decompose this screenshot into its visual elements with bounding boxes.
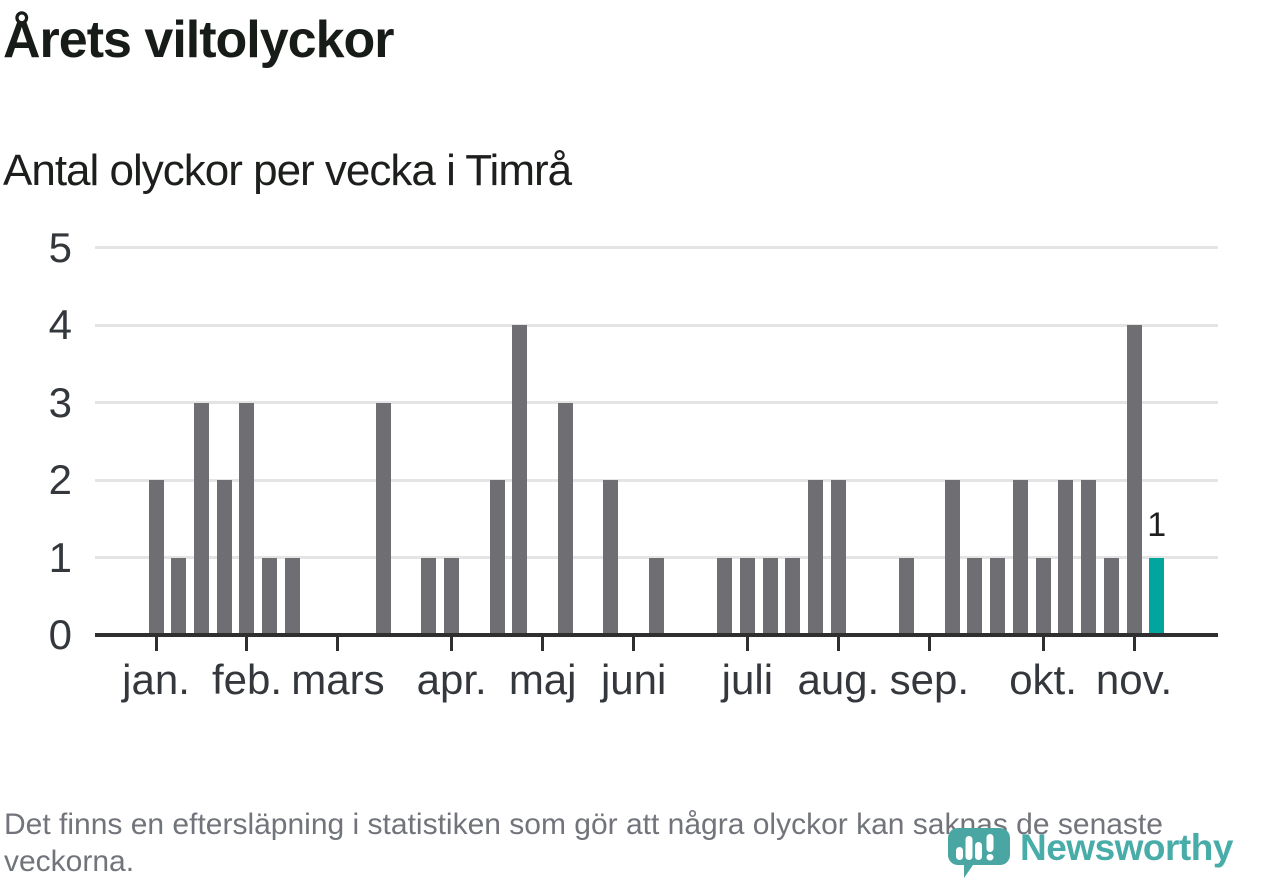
x-axis-label-juli: juli — [721, 656, 774, 703]
bar-week-37 — [967, 557, 983, 635]
bar-week-13 — [421, 557, 437, 635]
bar-week-42 — [1081, 480, 1097, 635]
highlight-bar-week-45 — [1149, 557, 1165, 635]
bar-week-34 — [899, 557, 915, 635]
bar-week-4 — [216, 480, 232, 635]
bar-week-44 — [1126, 325, 1142, 635]
bar-week-6 — [262, 557, 278, 635]
bar-week-2 — [171, 557, 187, 635]
x-axis-tick-maj — [541, 637, 545, 651]
bar-week-36 — [944, 480, 960, 635]
bar-week-43 — [1103, 557, 1119, 635]
chart-title: Årets viltolyckor — [3, 11, 394, 69]
bar-week-23 — [648, 557, 664, 635]
logo-mini-bar-2 — [965, 836, 973, 860]
bar-week-17 — [512, 325, 528, 635]
bar-week-3 — [193, 402, 209, 635]
x-axis-label-juni: juni — [600, 656, 667, 703]
x-axis-tick-nov — [1132, 637, 1136, 651]
bar-value-annotation: 1 — [1147, 506, 1167, 544]
x-axis-tick-juni — [632, 637, 636, 651]
x-axis-tick-juli — [745, 637, 749, 651]
logo-mini-bar-1 — [956, 847, 963, 860]
newsworthy-logo-icon — [948, 828, 1010, 878]
bar-week-31 — [830, 480, 846, 635]
gridline-y-5 — [95, 246, 1218, 249]
bar-week-27 — [739, 557, 755, 635]
newsworthy-logo-text: Newsworthy — [1020, 827, 1233, 868]
bar-week-39 — [1012, 480, 1028, 635]
bar-week-21 — [603, 480, 619, 635]
bar-week-38 — [990, 557, 1006, 635]
x-axis-tick-mars — [336, 637, 340, 651]
bar-week-40 — [1035, 557, 1051, 635]
x-axis-line — [95, 633, 1218, 637]
x-axis-label-aug: aug. — [797, 656, 880, 703]
x-axis-label-mars: mars — [291, 656, 385, 703]
y-axis-label-1: 1 — [48, 533, 72, 581]
x-axis-tick-apr — [450, 637, 454, 651]
chart-subtitle: Antal olyckor per vecka i Timrå — [3, 146, 572, 195]
bar-week-7 — [284, 557, 300, 635]
gridline-y-4 — [95, 323, 1218, 327]
x-axis-tick-okt — [1041, 637, 1045, 651]
x-axis-tick-sep — [927, 637, 931, 651]
x-axis-tick-feb — [245, 637, 249, 651]
gridline-y-3 — [95, 401, 1218, 404]
bar-week-16 — [489, 480, 505, 635]
y-axis-label-0: 0 — [48, 611, 72, 658]
x-axis-tick-aug — [836, 637, 840, 651]
newsworthy-logo: Newsworthy — [948, 826, 1260, 879]
bar-week-1 — [148, 480, 164, 635]
x-axis-label-jan: jan. — [122, 656, 190, 703]
bar-week-11 — [375, 402, 391, 635]
bar-week-14 — [444, 557, 460, 635]
x-axis-label-okt: okt. — [1009, 656, 1077, 703]
x-axis-label-apr: apr. — [416, 656, 487, 703]
y-axis-label-5: 5 — [48, 223, 72, 271]
y-axis-label-2: 2 — [48, 456, 72, 503]
x-axis-label-maj: maj — [508, 656, 577, 703]
bar-week-29 — [785, 557, 801, 635]
y-axis-label-3: 3 — [48, 378, 72, 426]
gridline-y-2 — [95, 478, 1218, 482]
bar-week-19 — [557, 402, 573, 635]
x-axis-label-feb: feb. — [211, 656, 282, 703]
bar-week-26 — [717, 557, 733, 635]
y-axis-label-4: 4 — [48, 301, 72, 348]
logo-mini-bar-3 — [975, 842, 982, 860]
x-axis-tick-jan — [154, 637, 158, 651]
bar-week-28 — [762, 557, 778, 635]
bar-week-30 — [808, 480, 824, 635]
logo-exclamation-bar — [986, 834, 994, 852]
bar-week-41 — [1058, 480, 1074, 635]
x-axis-label-sep: sep. — [889, 656, 970, 703]
bar-week-5 — [239, 402, 255, 635]
x-axis-label-nov: nov. — [1095, 656, 1173, 703]
logo-exclamation-dot — [986, 854, 994, 861]
